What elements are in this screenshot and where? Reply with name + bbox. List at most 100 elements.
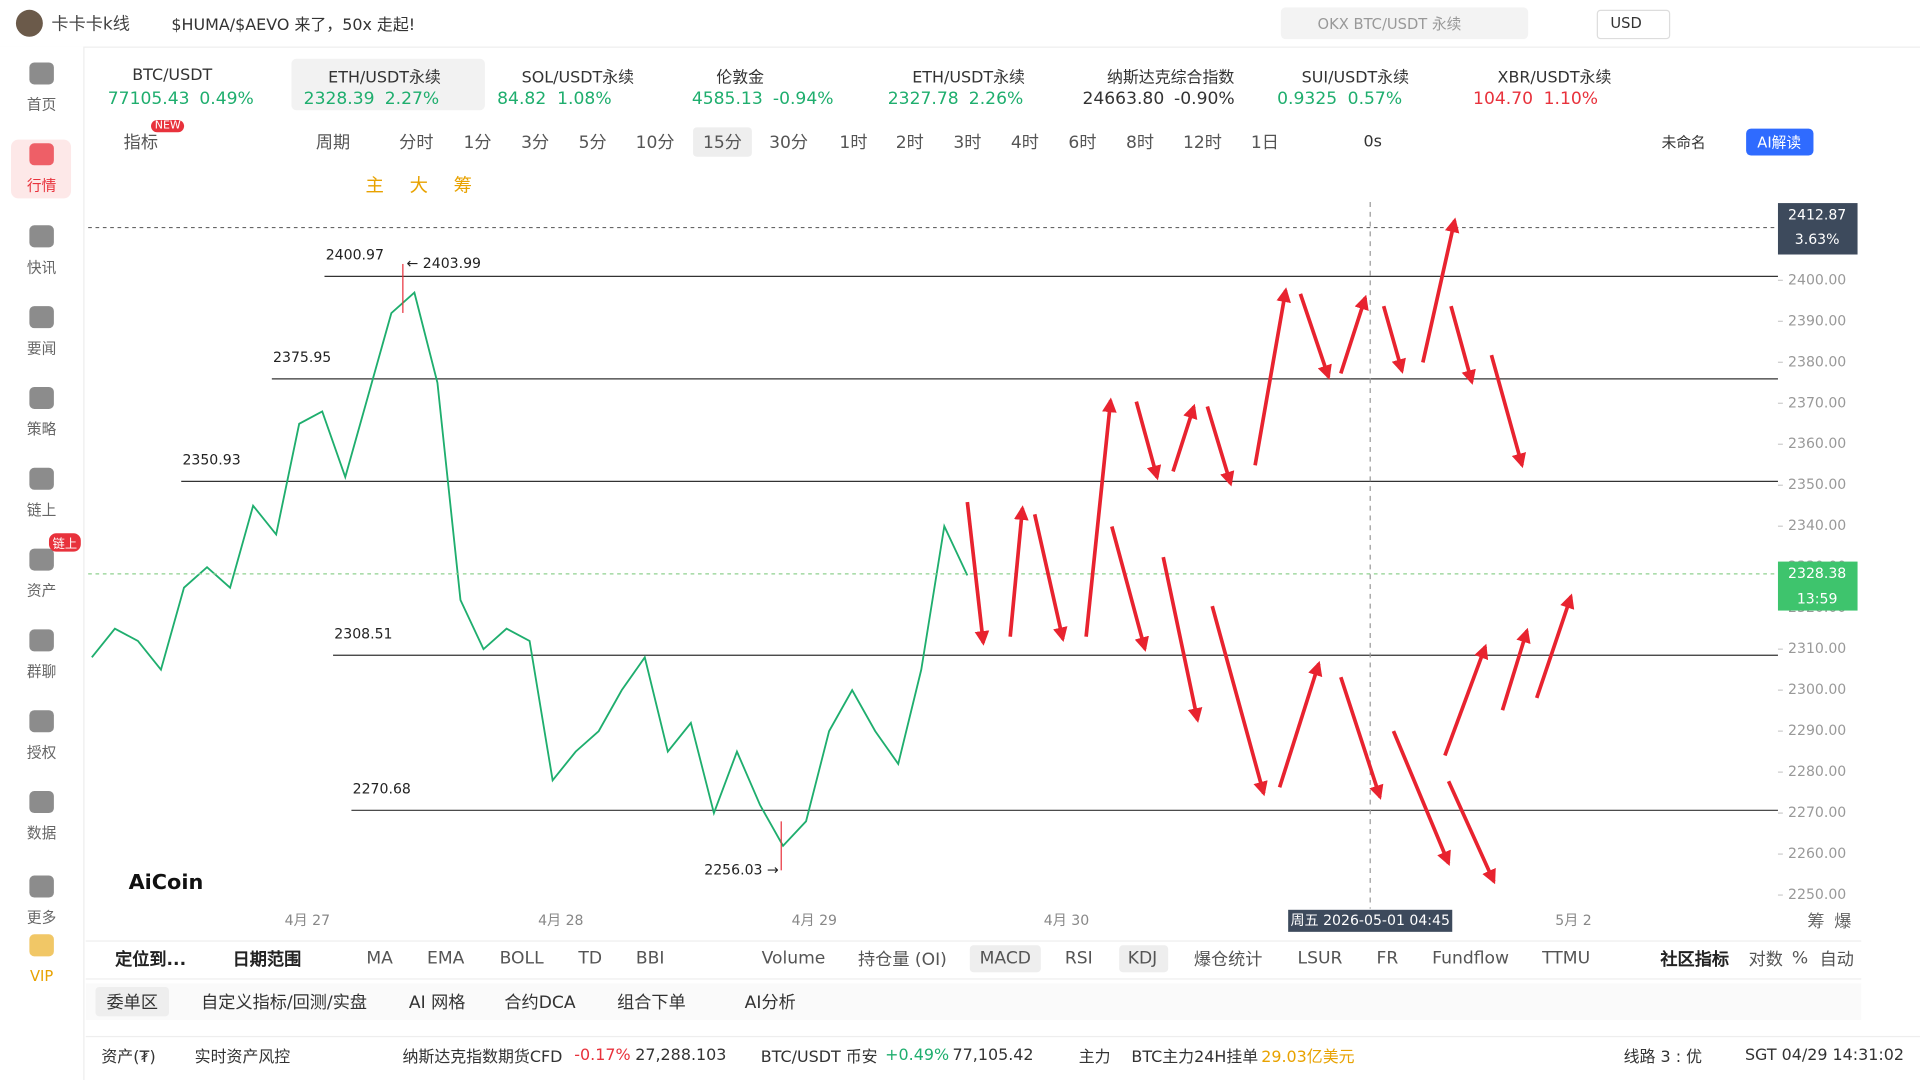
y-tick-label: 2280.00 [1788, 764, 1846, 780]
indicator-button[interactable]: Volume [761, 948, 826, 969]
indicator-button[interactable]: EMA [427, 948, 465, 969]
indicator-button[interactable]: TTMU [1542, 948, 1591, 969]
tab[interactable]: 组合下单 [617, 993, 686, 1013]
tab[interactable]: 自定义指标/回测/实盘 [201, 993, 368, 1013]
tab[interactable]: 合约DCA [504, 993, 576, 1013]
indicator-button[interactable]: BOLL [499, 948, 544, 969]
ticker-name[interactable]: BTC/USDT [132, 66, 213, 86]
indicator-button[interactable]: FR [1376, 948, 1399, 969]
countdown: 13:59 [1797, 592, 1838, 608]
x-tick-label: 4月 30 [1044, 913, 1089, 929]
period-button[interactable]: 15分 [702, 133, 742, 154]
indicator-button[interactable]: Fundflow [1432, 948, 1510, 969]
search-box[interactable] [1280, 7, 1529, 40]
ai-button[interactable]: AI解读 [1757, 134, 1802, 152]
sidebar-item[interactable]: 要闻 [26, 339, 57, 357]
period-button[interactable]: 3分 [521, 133, 550, 154]
period-button[interactable]: 3时 [953, 133, 982, 154]
indicator-button[interactable]: RSI [1064, 948, 1093, 969]
sidebar-item[interactable]: 数据 [26, 824, 57, 842]
app-title: 卡卡卡k线 [51, 14, 130, 35]
notice[interactable]: $HUMA/$AEVO 来了，50x 走起! [171, 16, 416, 35]
sidebar-item[interactable]: 行情 [26, 176, 57, 195]
y-tick-label: 2270.00 [1788, 805, 1846, 821]
indicator-button[interactable]: 持仓量 (OI) [858, 950, 947, 970]
period-button[interactable]: 8时 [1125, 133, 1155, 154]
indicator-button[interactable]: 爆仓统计 [1193, 950, 1263, 970]
new-badge: NEW [151, 120, 185, 133]
sidebar-item[interactable]: 快讯 [26, 258, 57, 277]
ticker-name[interactable]: ETH/USDT永续 [912, 69, 1025, 88]
indicator-button[interactable]: % [1791, 948, 1809, 969]
annotation-arrow [1500, 627, 1531, 711]
period-button[interactable]: 10分 [635, 133, 675, 154]
ticker-price: 4585.13 [691, 89, 763, 109]
period-button[interactable]: 1时 [839, 133, 868, 154]
indicator-button[interactable]: 社区指标 [1660, 950, 1729, 970]
annotation-arrow [1298, 293, 1332, 380]
currency-select[interactable] [1596, 9, 1671, 40]
sidebar-item[interactable]: 更多 [26, 909, 57, 927]
y-tick-label: 2310.00 [1788, 641, 1846, 657]
sidebar-icon [29, 386, 54, 409]
period-button[interactable]: 4时 [1010, 133, 1039, 154]
tab[interactable]: AI分析 [744, 993, 796, 1013]
indicator-button[interactable]: KDJ [1127, 948, 1158, 969]
draw-tool[interactable]: 大 [409, 174, 428, 197]
annotation-arrow [1339, 294, 1369, 375]
draw-tool[interactable]: 主 [365, 174, 384, 197]
indicator-button[interactable]: TD [578, 948, 603, 969]
indicator-button[interactable]: MA [366, 948, 393, 969]
period-button[interactable]: 12时 [1182, 133, 1222, 154]
y-tick-label: 2250.00 [1788, 887, 1846, 903]
ticker-active [291, 58, 485, 111]
ticker-name[interactable]: SUI/USDT永续 [1301, 69, 1410, 88]
indicator-button[interactable]: LSUR [1297, 948, 1343, 969]
sidebar-item[interactable]: 授权 [26, 743, 57, 762]
ticker-name[interactable]: 纳斯达克综合指数 [1106, 69, 1235, 88]
indicator-button[interactable]: 对数 [1748, 950, 1783, 970]
ticker-name[interactable]: SOL/USDT永续 [521, 69, 635, 88]
period-button[interactable]: 30分 [769, 133, 809, 154]
period-button[interactable]: 1日 [1250, 133, 1279, 154]
draw-tool[interactable]: 筹 [453, 174, 473, 197]
avatar[interactable] [15, 9, 43, 37]
period-button[interactable]: 2时 [895, 133, 924, 154]
indicator-button[interactable]: 定位到... [115, 950, 187, 970]
annotation-arrow [1381, 305, 1406, 374]
ticker-price: 0.9325 [1277, 89, 1338, 109]
tab[interactable]: AI 网格 [408, 993, 466, 1013]
annotation-arrow [1446, 780, 1496, 885]
x-tick-label: 4月 28 [538, 913, 583, 929]
annotation-arrow [1277, 660, 1323, 788]
sidebar-item[interactable]: 资产 [26, 582, 57, 600]
layout-name[interactable]: 未命名 [1661, 134, 1706, 152]
period-button[interactable]: 1分 [463, 133, 492, 154]
ticker-name[interactable]: 伦敦金 [716, 69, 765, 88]
sidebar-item[interactable]: 群聊 [26, 663, 57, 681]
indicator-button[interactable]: 日期范围 [232, 950, 302, 970]
period-button[interactable]: 分时 [399, 133, 434, 154]
indicator-button[interactable]: 自动 [1819, 950, 1854, 970]
sidebar-item[interactable]: 首页 [26, 96, 57, 114]
tab[interactable]: 委单区 [106, 993, 158, 1013]
top-tag [1777, 203, 1858, 255]
status-item: -0.17% [574, 1046, 631, 1065]
period-button[interactable]: 5分 [578, 133, 607, 154]
sidebar-icon [29, 62, 54, 85]
status-bar [85, 1035, 1920, 1080]
ticker-name[interactable]: ETH/USDT永续 [328, 69, 441, 88]
sidebar-item[interactable]: 链上 [26, 501, 57, 519]
ticker-change: 2.26% [968, 89, 1024, 109]
sidebar-icon [29, 548, 54, 571]
period-button[interactable]: 6时 [1068, 133, 1097, 154]
sidebar-item[interactable]: 策略 [26, 420, 57, 438]
indicator-button[interactable]: BBI [635, 948, 665, 969]
y-tick-label: 2350.00 [1788, 477, 1846, 493]
ticker-name[interactable]: XBR/USDT永续 [1497, 69, 1612, 88]
period-button[interactable]: 指标 [123, 133, 158, 154]
period-button[interactable]: 周期 [315, 133, 351, 154]
indicator-button[interactable]: MACD [979, 948, 1032, 969]
sidebar-item[interactable]: VIP [30, 967, 54, 985]
